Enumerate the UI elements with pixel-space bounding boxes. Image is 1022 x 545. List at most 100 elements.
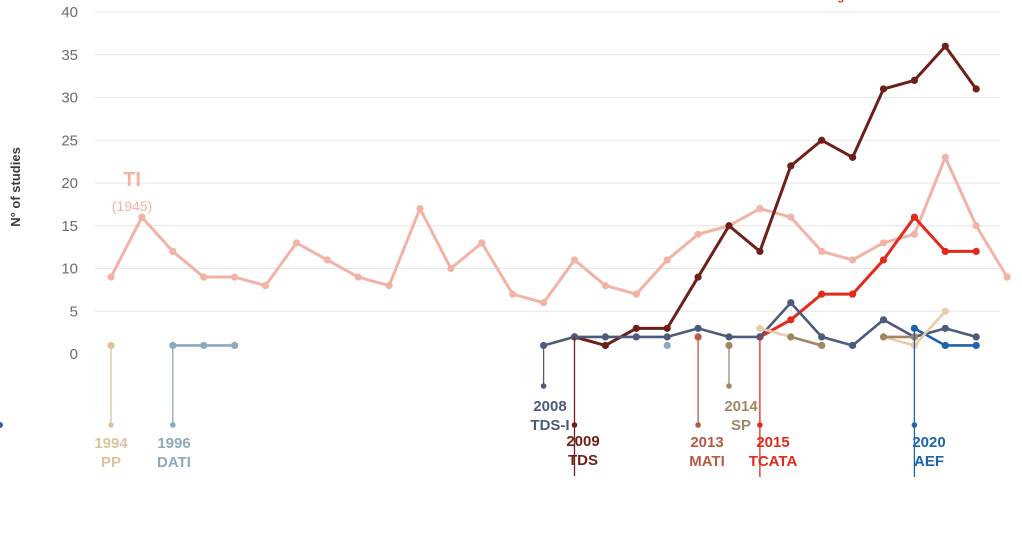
data-point [107, 273, 115, 281]
ti-label-year: (1945) [112, 198, 152, 214]
data-point [231, 341, 239, 350]
y-tick-label: 25 [61, 132, 78, 149]
data-point [787, 316, 795, 324]
data-point [818, 136, 826, 144]
data-point [910, 230, 919, 238]
data-point [818, 290, 826, 298]
data-point [879, 316, 888, 324]
data-point [756, 324, 764, 332]
data-point [694, 230, 702, 238]
series-ti [107, 153, 1011, 307]
annotation-sub-label: Hold- down TDS [583, 0, 668, 3]
annotation-year: 1994 [94, 435, 128, 452]
data-point [200, 273, 208, 281]
y-tick-label: 5 [70, 303, 78, 320]
annotation-sub-label: M-TDS [583, 0, 618, 3]
grid-lines [95, 11, 1000, 312]
data-point [354, 273, 362, 281]
data-point [972, 333, 980, 341]
data-point [849, 153, 857, 161]
data-point [756, 205, 764, 213]
data-point [663, 333, 671, 341]
annotation-dot [695, 422, 701, 428]
series-line-ti [109, 155, 1009, 305]
data-point [292, 239, 300, 247]
data-point [509, 290, 517, 298]
y-tick-label: 15 [61, 218, 78, 235]
annotation-sp: 2014 SP [724, 345, 758, 434]
data-point [416, 205, 424, 213]
annotation-year: 1996 [157, 435, 190, 452]
annotation-sub-label: TCATA fading [773, 0, 844, 3]
y-tick-label: 40 [61, 4, 78, 21]
annotation-name: TDS-I [530, 417, 569, 434]
data-point [787, 213, 795, 221]
annotation-sub-label: Discrete TCATA [773, 0, 855, 3]
data-point [941, 307, 949, 315]
data-point [1003, 273, 1011, 281]
data-point [632, 290, 640, 298]
data-point [818, 341, 826, 350]
data-point [540, 299, 548, 307]
data-point [231, 273, 239, 281]
data-point [570, 256, 579, 264]
annotation-pp: 1994 PP [94, 345, 128, 471]
data-point [941, 153, 949, 161]
annotation-name: AEF [914, 453, 944, 470]
data-point [972, 222, 980, 230]
data-point [849, 341, 857, 350]
data-point [972, 85, 980, 93]
data-point [879, 333, 888, 341]
annotation-dot [726, 383, 732, 389]
data-point [725, 333, 733, 341]
annotation-tds-i: 2008 TDS-I [530, 345, 570, 434]
annotation-sub-label: Dual TDS [583, 0, 632, 3]
y-tick-label: 30 [61, 90, 78, 107]
y-tick-label: 0 [70, 346, 78, 363]
data-point [941, 247, 949, 255]
annotation-mati: 2013 MATI [689, 336, 725, 470]
series-tds [570, 42, 980, 350]
data-point [879, 256, 888, 264]
data-point [385, 282, 393, 290]
annotation-name: TDS [568, 452, 598, 469]
annotation-dot [170, 422, 176, 428]
annotation-name: MATI [689, 453, 725, 470]
y-tick-label: 35 [61, 47, 78, 64]
series-tcata [756, 213, 980, 341]
annotation-sub-label: AEF-D [929, 0, 963, 3]
data-point [138, 213, 146, 221]
annotation-name: PP [101, 454, 121, 471]
y-axis-ticks: 0 5 10 15 20 25 30 35 40 [61, 4, 78, 363]
data-point [879, 85, 888, 93]
data-point [725, 222, 733, 230]
data-point [972, 247, 980, 255]
data-point [663, 324, 671, 332]
data-point [941, 324, 949, 332]
data-point [849, 256, 857, 264]
data-point [663, 256, 671, 264]
annotation-year: 2008 [533, 398, 566, 415]
y-axis-label: N° of studies [8, 147, 23, 227]
series-line-tcata [758, 215, 978, 339]
ti-label-name: TI [123, 169, 141, 191]
data-point [941, 341, 949, 350]
data-point [787, 333, 795, 341]
data-point [169, 247, 177, 255]
data-point [261, 282, 270, 290]
data-point [601, 341, 610, 350]
annotation-dot [540, 383, 547, 389]
data-point [910, 213, 919, 221]
data-point [972, 341, 980, 350]
data-point [632, 333, 640, 341]
annotation-year: 2009 [566, 433, 599, 450]
data-point [694, 273, 702, 281]
annotation-year: 2020 [912, 434, 945, 451]
annotation-sub-label: M-TCATA [773, 0, 822, 3]
data-point [849, 290, 857, 298]
data-point [694, 324, 702, 332]
series-dati [169, 341, 239, 350]
annotation-tds: 2009 TDS M-TDSDual TDSHold- down TDS [0, 0, 668, 476]
